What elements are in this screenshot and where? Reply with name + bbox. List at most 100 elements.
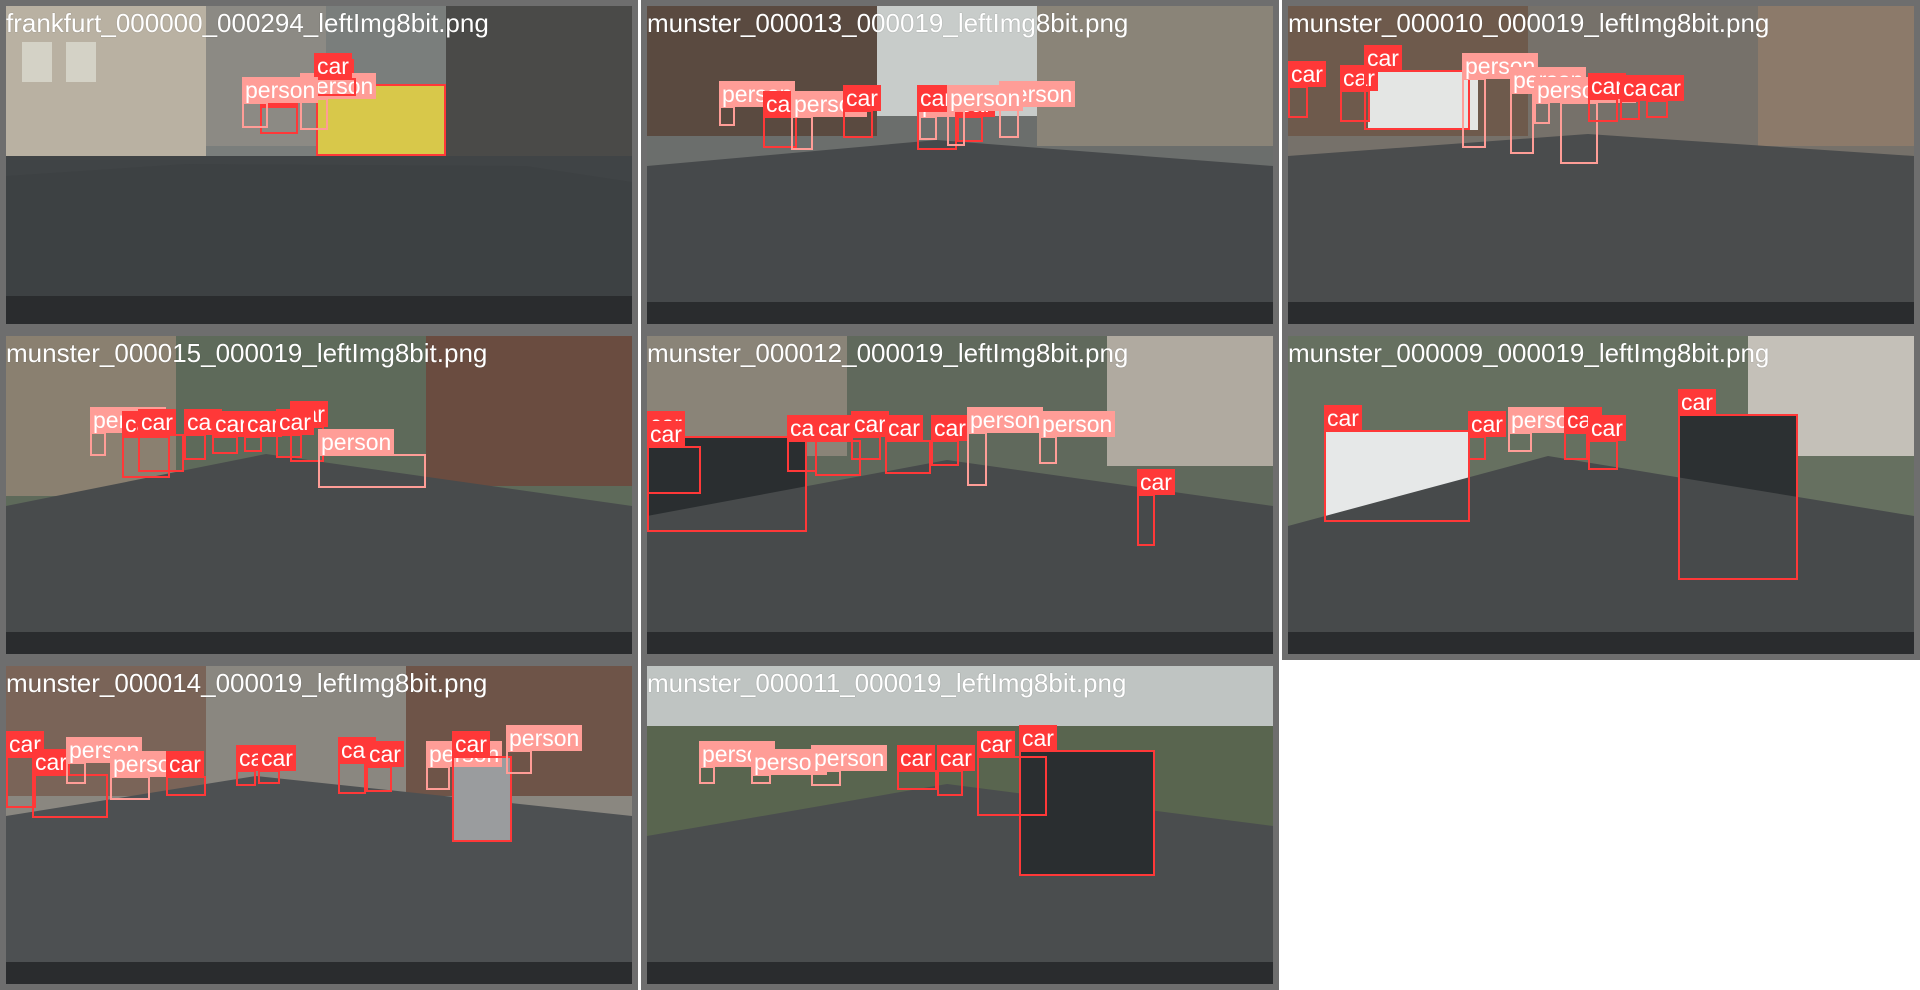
tile-filename: munster_000012_000019_leftImg8bit.png	[647, 338, 1129, 368]
detection-label: person	[318, 429, 395, 455]
detection-label: car	[937, 745, 975, 771]
detection-box-car: car	[885, 415, 931, 474]
detection-label: car	[138, 409, 176, 435]
detection-box-car: car	[138, 409, 184, 472]
detection-box-car: car	[931, 415, 969, 466]
detection-box-car: car	[184, 409, 222, 460]
tile-munster-11: munster_000011_000019_leftImg8bit.png pe…	[641, 660, 1279, 990]
detection-box-car: car	[1468, 411, 1506, 460]
detection-box-car: car	[787, 415, 825, 472]
detection-label: person	[506, 725, 583, 751]
detection-box-person: person	[811, 745, 888, 786]
detection-box-person: person	[1534, 77, 1611, 124]
tile-filename: munster_000015_000019_leftImg8bit.png	[6, 338, 488, 368]
detection-box-person: person	[1510, 67, 1587, 154]
tile-filename: munster_000011_000019_leftImg8bit.png	[647, 668, 1127, 698]
detection-label: car	[212, 411, 250, 437]
detection-box-car: car	[212, 411, 250, 454]
detection-box-car: car	[276, 409, 314, 458]
detection-label: car	[931, 415, 969, 441]
detection-label: person	[947, 85, 1024, 111]
street-scene	[1288, 336, 1914, 654]
detection-label: car	[1588, 415, 1626, 441]
detection-label: car	[166, 751, 204, 777]
detection-box-car: car	[897, 745, 937, 790]
detection-box-car: car	[166, 751, 206, 796]
detection-label: car	[843, 85, 881, 111]
detection-label: person	[242, 77, 319, 103]
tile-filename: frankfurt_000000_000294_leftImg8bit.png	[6, 8, 489, 38]
detection-box-car: car	[1588, 415, 1626, 470]
detection-box-person: person	[66, 737, 143, 784]
detection-label: car	[1588, 73, 1626, 99]
detection-label: car	[851, 411, 889, 437]
detection-label: car	[647, 421, 685, 447]
detection-label: person	[967, 407, 1044, 433]
detection-box-car: car	[1646, 75, 1684, 118]
detection-box-car: car	[977, 731, 1047, 816]
detection-box-car: car	[244, 411, 282, 452]
detection-box-car: car	[338, 737, 376, 794]
detection-label: car	[815, 415, 853, 441]
detection-box-person: person	[1039, 411, 1116, 464]
detection-label: person	[1039, 411, 1116, 437]
detection-label: car	[32, 749, 70, 775]
detection-box-car: car	[851, 411, 889, 460]
detection-box-car: car	[1137, 469, 1175, 546]
detection-label: car	[1468, 411, 1506, 437]
detection-label: car	[1364, 45, 1402, 71]
detection-label: car	[1137, 469, 1175, 495]
detection-label: car	[258, 745, 296, 771]
tile-filename: munster_000013_000019_leftImg8bit.png	[647, 8, 1129, 38]
tile-munster-13: munster_000013_000019_leftImg8bit.png pe…	[641, 0, 1279, 330]
detection-label: car	[452, 731, 490, 757]
detection-label: car	[917, 85, 955, 111]
detection-label: car	[977, 731, 1015, 757]
detection-label: car	[276, 409, 314, 435]
detection-box-car: car	[236, 745, 274, 786]
detection-label: person	[811, 745, 888, 771]
detection-box-person: person	[719, 81, 796, 126]
detection-box-car: car	[937, 745, 975, 796]
detection-box-car: car	[917, 85, 957, 150]
detection-label: person	[1462, 53, 1539, 79]
detection-box-car: car	[1340, 65, 1378, 122]
detection-box-car: car	[1019, 725, 1155, 876]
detection-box-car: car	[843, 85, 881, 138]
detection-label: car	[1019, 725, 1057, 751]
tile-frankfurt: frankfurt_000000_000294_leftImg8bit.png …	[0, 0, 638, 330]
detection-label: car	[1324, 405, 1362, 431]
tile-filename: munster_000014_000019_leftImg8bit.png	[6, 668, 488, 698]
detection-box-person: person	[242, 77, 319, 128]
detection-label: car	[885, 415, 923, 441]
detection-label: car	[1340, 65, 1378, 91]
detection-label: car	[366, 741, 404, 767]
detection-label: car	[897, 745, 935, 771]
detection-box-person: person	[426, 741, 503, 790]
detection-box-car: car	[314, 53, 356, 96]
detection-box-person: person	[751, 749, 828, 784]
street-scene	[647, 336, 1273, 654]
tile-filename: munster_000009_000019_leftImg8bit.png	[1288, 338, 1770, 368]
tile-munster-10: munster_000010_000019_leftImg8bit.png ca…	[1282, 0, 1920, 330]
detection-box-car: car	[366, 741, 404, 792]
detection-label: car	[244, 411, 282, 437]
tile-munster-15: munster_000015_000019_leftImg8bit.png pe…	[0, 330, 638, 660]
detection-label: car	[1288, 61, 1326, 87]
detection-label: car	[314, 53, 352, 79]
detection-box-car: car	[1288, 61, 1326, 118]
detection-box-car: car	[1620, 75, 1658, 120]
street-scene	[6, 336, 632, 654]
detection-box-car: car	[1564, 407, 1602, 460]
detection-box-car: car	[32, 749, 108, 818]
tile-munster-9: munster_000009_000019_leftImg8bit.png ca…	[1282, 330, 1920, 660]
street-scene	[647, 666, 1273, 984]
detection-box-person: person	[1508, 407, 1585, 452]
detection-box-car: car	[647, 421, 701, 494]
detection-box-person: person	[318, 429, 426, 488]
detection-box-car: car	[258, 745, 296, 784]
detection-box-person: person	[1462, 53, 1539, 148]
tile-munster-12: munster_000012_000019_leftImg8bit.png ca…	[641, 330, 1279, 660]
detection-box-car: car	[1364, 45, 1470, 130]
